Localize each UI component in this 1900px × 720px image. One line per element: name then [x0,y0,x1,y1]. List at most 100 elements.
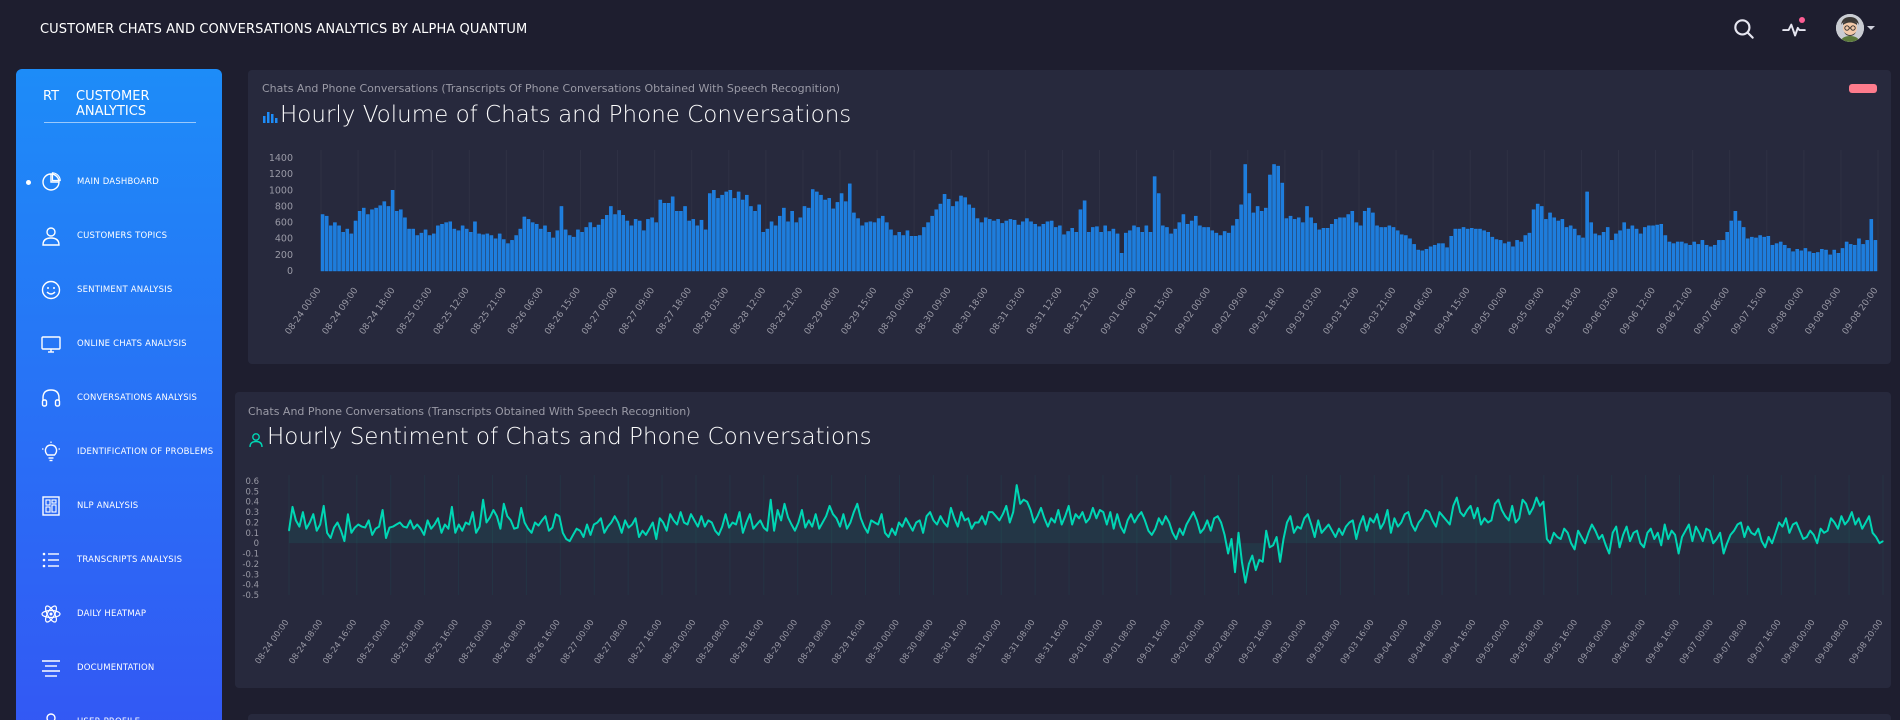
data-point[interactable] [1650,528,1652,530]
data-point[interactable] [624,519,626,521]
data-point[interactable] [1678,552,1680,555]
bar[interactable] [1470,228,1474,272]
brand-mini-logo[interactable]: RT [43,89,60,104]
data-point[interactable] [1102,511,1104,513]
data-point[interactable] [596,521,598,524]
data-point[interactable] [891,528,893,530]
data-point[interactable] [628,527,630,529]
bar[interactable] [1099,232,1103,272]
data-point[interactable] [1515,521,1517,524]
data-point[interactable] [704,526,706,528]
bar[interactable] [675,211,679,272]
data-point[interactable] [392,526,394,528]
bar[interactable] [1181,214,1186,272]
data-point[interactable] [1729,534,1732,536]
data-point[interactable] [1847,519,1849,521]
bar[interactable] [1696,244,1701,272]
data-point[interactable] [801,509,803,511]
data-point[interactable] [1757,528,1759,530]
bar[interactable] [642,230,646,272]
data-point[interactable] [984,523,987,526]
data-point[interactable] [894,534,897,536]
data-point[interactable] [1795,521,1797,524]
bar[interactable] [617,210,621,272]
bar[interactable] [1329,223,1334,272]
bar[interactable] [1507,241,1511,272]
bar[interactable] [547,232,551,272]
data-point[interactable] [1404,513,1406,515]
data-point[interactable] [1348,521,1350,524]
bar[interactable] [1095,226,1099,272]
data-point[interactable] [1508,519,1510,521]
bar[interactable] [745,194,749,272]
bar[interactable] [938,203,943,272]
data-point[interactable] [1587,532,1590,534]
data-point[interactable] [884,532,886,534]
bar[interactable] [1519,241,1523,272]
bar[interactable] [1346,214,1350,272]
data-point[interactable] [1244,582,1246,584]
bar[interactable] [374,207,378,272]
bar[interactable] [370,209,374,272]
bar[interactable] [1156,193,1161,272]
bar[interactable] [1486,232,1491,272]
bar[interactable] [1453,228,1458,272]
data-point[interactable] [780,519,782,521]
bar[interactable] [444,222,448,272]
bar[interactable] [1750,236,1754,272]
data-point[interactable] [829,505,831,507]
data-point[interactable] [1373,521,1375,524]
bar[interactable] [1556,220,1561,272]
data-point[interactable] [714,530,716,532]
data-point[interactable] [1463,515,1465,517]
bar[interactable] [1086,232,1091,272]
data-point[interactable] [1535,497,1538,499]
bar[interactable] [1202,227,1206,272]
bar[interactable] [831,208,836,272]
bar[interactable] [357,211,362,272]
data-point[interactable] [333,527,335,529]
bar[interactable] [1379,227,1383,272]
data-point[interactable] [773,530,775,532]
bar[interactable] [1791,251,1795,272]
bar[interactable] [329,225,333,272]
bar[interactable] [1601,232,1606,272]
bar[interactable] [913,236,918,272]
bar[interactable] [1564,227,1569,272]
bar[interactable] [646,219,650,272]
data-point[interactable] [932,519,935,521]
bar[interactable] [588,222,593,272]
data-point[interactable] [1629,540,1631,542]
data-point[interactable] [1085,521,1087,524]
bar[interactable] [1432,244,1437,272]
bar[interactable] [802,206,807,272]
data-point[interactable] [1137,515,1139,517]
bar[interactable] [1552,217,1556,272]
bar[interactable] [1062,234,1066,272]
bar[interactable] [1581,237,1585,272]
bar[interactable] [506,243,510,272]
bar[interactable] [1618,230,1622,272]
data-point[interactable] [881,513,883,515]
bar[interactable] [407,228,411,272]
data-point[interactable] [1816,542,1818,544]
bar[interactable] [1704,244,1709,272]
bar[interactable] [1070,228,1074,272]
data-point[interactable] [981,515,983,517]
bar[interactable] [794,222,799,272]
data-point[interactable] [1820,528,1822,530]
data-point[interactable] [1307,513,1309,515]
data-point[interactable] [1712,542,1714,544]
data-point[interactable] [1334,536,1337,538]
data-point[interactable] [1698,532,1700,534]
bar[interactable] [695,225,700,272]
bar[interactable] [1840,248,1845,272]
bar[interactable] [427,235,432,272]
data-point[interactable] [1764,546,1766,548]
data-point[interactable] [465,521,467,524]
data-point[interactable] [1528,513,1531,515]
data-point[interactable] [343,540,345,542]
bar[interactable] [856,218,860,272]
data-point[interactable] [1196,519,1198,521]
data-point[interactable] [586,523,588,526]
